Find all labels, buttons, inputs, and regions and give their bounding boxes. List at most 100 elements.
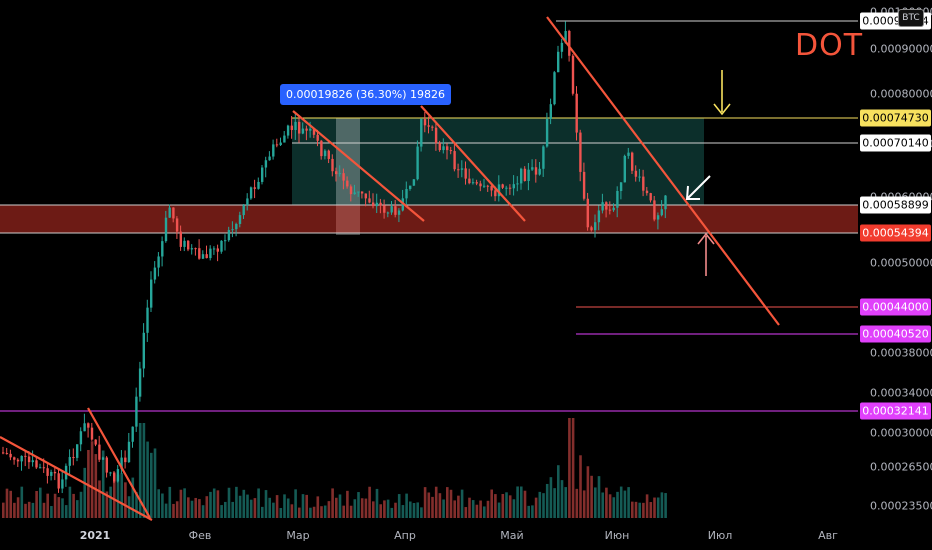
price-axis[interactable]: 0.001000000.000900000.000800000.00070000… bbox=[858, 0, 932, 525]
candle-body bbox=[446, 146, 449, 151]
candle-body bbox=[582, 171, 586, 199]
volume-bar bbox=[597, 476, 601, 518]
candle-body bbox=[660, 209, 663, 216]
candle-body bbox=[357, 191, 360, 193]
volume-bar bbox=[649, 502, 653, 518]
candle-body bbox=[205, 254, 208, 259]
volume-bar bbox=[187, 497, 190, 518]
volume-bar bbox=[349, 505, 353, 518]
candle-body bbox=[24, 455, 27, 457]
candle-body bbox=[623, 155, 626, 183]
price-level-label[interactable]: 0.00070140 bbox=[860, 134, 931, 152]
volume-bar bbox=[231, 501, 234, 518]
candle-body bbox=[471, 182, 475, 184]
candle-body bbox=[475, 182, 478, 184]
candle-body bbox=[323, 150, 327, 157]
candle-body bbox=[486, 185, 490, 187]
candle-body bbox=[27, 456, 31, 463]
volume-bar bbox=[468, 497, 471, 518]
candle-body bbox=[31, 460, 34, 463]
volume-bar bbox=[109, 486, 112, 518]
volume-bar bbox=[76, 500, 79, 518]
candle-body bbox=[501, 184, 504, 188]
volume-bar bbox=[586, 466, 590, 518]
candle-body bbox=[590, 227, 593, 231]
candle-body bbox=[394, 206, 397, 215]
volume-bar bbox=[645, 494, 649, 518]
candle-body bbox=[131, 426, 134, 442]
candle-body bbox=[560, 42, 564, 52]
price-level-label[interactable]: 0.00044000 bbox=[860, 298, 931, 316]
candle-body bbox=[279, 142, 282, 146]
candle-body bbox=[179, 231, 182, 247]
candle-body bbox=[431, 126, 434, 128]
volume-bar bbox=[660, 492, 664, 518]
price-plot[interactable]: 0.00019826 (36.30%) 19826 DOT bbox=[0, 0, 862, 525]
volume-bar bbox=[98, 480, 101, 518]
candle-body bbox=[249, 187, 253, 199]
volume-bar bbox=[205, 496, 209, 518]
candle-body bbox=[612, 207, 615, 211]
price-level-label[interactable]: 0.00074730 bbox=[860, 109, 931, 127]
volume-bar bbox=[316, 496, 320, 518]
candle-body bbox=[305, 128, 308, 131]
volume-bar bbox=[516, 486, 519, 518]
time-tick: Май bbox=[500, 529, 524, 542]
volume-bar bbox=[198, 499, 201, 518]
volume-bar bbox=[305, 494, 308, 518]
candle-body bbox=[449, 150, 453, 152]
volume-bar bbox=[608, 494, 612, 518]
candle-body bbox=[494, 190, 497, 197]
price-level-label[interactable]: 0.00054394 bbox=[860, 224, 931, 242]
price-level-label[interactable]: 0.00040520 bbox=[860, 325, 931, 343]
volume-bar bbox=[57, 497, 61, 518]
price-tick: 0.00038000 bbox=[870, 346, 932, 360]
price-level-label[interactable]: 0.00032141 bbox=[860, 402, 931, 420]
candle-body bbox=[468, 178, 471, 184]
volume-bar bbox=[364, 498, 368, 518]
volume-bar bbox=[631, 501, 634, 518]
volume-bar bbox=[538, 491, 542, 518]
candle-body bbox=[301, 128, 305, 134]
candle-body bbox=[253, 187, 256, 189]
candle-body bbox=[649, 193, 652, 201]
volume-bar bbox=[142, 423, 146, 518]
candle-body bbox=[124, 457, 127, 463]
candle-body bbox=[619, 182, 623, 191]
volume-bar bbox=[212, 488, 216, 518]
volume-bar bbox=[294, 489, 297, 518]
chart-canvas[interactable] bbox=[0, 0, 858, 525]
volume-bar bbox=[390, 507, 394, 518]
volume-bar bbox=[623, 490, 627, 518]
candle-body bbox=[383, 205, 386, 213]
candle-body bbox=[94, 439, 97, 445]
candle-body bbox=[39, 467, 42, 469]
candle-body bbox=[238, 215, 242, 224]
volume-bar bbox=[264, 490, 268, 518]
candle-body bbox=[331, 158, 334, 172]
candle-body bbox=[364, 193, 367, 199]
volume-bar bbox=[201, 505, 205, 518]
candle-body bbox=[264, 160, 268, 168]
candle-body bbox=[372, 202, 375, 207]
time-axis[interactable]: 2021 Фев Мар Апр Май Июн Июл Авг bbox=[0, 525, 858, 550]
volume-bar bbox=[427, 492, 431, 518]
candle-body bbox=[201, 254, 205, 259]
candle-body bbox=[516, 183, 519, 185]
candle-body bbox=[423, 119, 427, 126]
price-level-label[interactable]: 0.00058899 bbox=[860, 196, 931, 214]
volume-bar bbox=[261, 506, 264, 518]
volume-bar bbox=[420, 507, 423, 518]
trend-line bbox=[0, 436, 153, 521]
candle-body bbox=[157, 256, 160, 268]
candle-body bbox=[87, 423, 90, 428]
candle-body bbox=[534, 167, 538, 175]
candle-body bbox=[379, 202, 382, 206]
candle-body bbox=[235, 223, 238, 230]
volume-bar bbox=[423, 487, 427, 518]
volume-bar bbox=[342, 505, 345, 518]
candle-body bbox=[342, 173, 345, 181]
symbol-badge[interactable]: BTC bbox=[898, 9, 924, 27]
candle-body bbox=[175, 218, 179, 232]
